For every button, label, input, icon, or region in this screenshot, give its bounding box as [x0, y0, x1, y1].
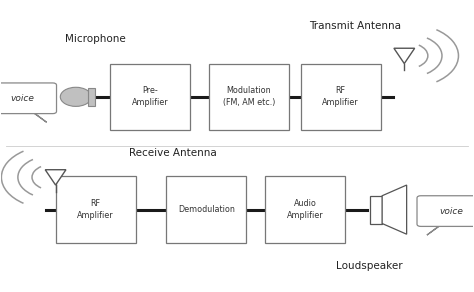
Text: voice: voice	[10, 94, 34, 103]
Text: Modulation
(FM, AM etc.): Modulation (FM, AM etc.)	[223, 86, 275, 107]
FancyBboxPatch shape	[110, 64, 190, 130]
Text: Receive Antenna: Receive Antenna	[128, 148, 216, 158]
Text: Transmit Antenna: Transmit Antenna	[309, 21, 401, 31]
FancyBboxPatch shape	[265, 176, 346, 243]
Bar	[370, 196, 382, 223]
Circle shape	[60, 87, 91, 106]
Polygon shape	[394, 48, 415, 64]
Polygon shape	[382, 185, 407, 234]
Text: Audio
Amplifier: Audio Amplifier	[287, 199, 324, 220]
Text: RF
Amplifier: RF Amplifier	[322, 86, 359, 107]
Text: RF
Amplifier: RF Amplifier	[77, 199, 114, 220]
FancyBboxPatch shape	[301, 64, 381, 130]
Polygon shape	[31, 111, 46, 122]
FancyBboxPatch shape	[166, 176, 246, 243]
Text: Demodulation: Demodulation	[178, 205, 235, 214]
Text: voice: voice	[439, 206, 464, 215]
FancyBboxPatch shape	[55, 176, 136, 243]
Text: Loudspeaker: Loudspeaker	[336, 261, 402, 271]
Bar	[88, 88, 95, 105]
FancyBboxPatch shape	[209, 64, 289, 130]
FancyBboxPatch shape	[417, 196, 474, 226]
Polygon shape	[427, 224, 442, 235]
Polygon shape	[45, 170, 66, 185]
Text: Microphone: Microphone	[65, 34, 126, 44]
Text: Pre-
Amplifier: Pre- Amplifier	[131, 86, 168, 107]
FancyBboxPatch shape	[0, 83, 56, 114]
